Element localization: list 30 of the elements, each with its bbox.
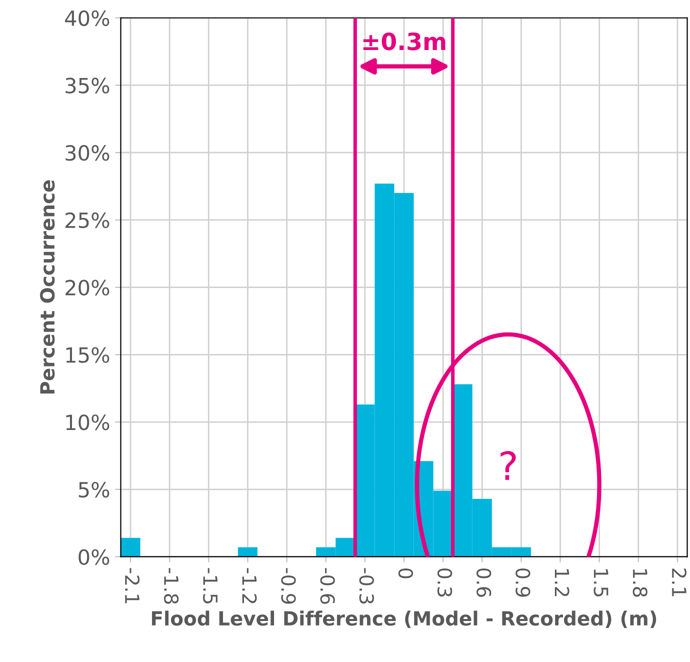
x-tick-label: -2.1	[125, 568, 140, 604]
y-tick-label: 10%	[66, 414, 110, 430]
x-tick-label: -0.6	[320, 568, 335, 604]
x-axis-title: Flood Level Difference (Model - Recorded) (m)	[152, 610, 656, 628]
y-tick-label: 15%	[66, 347, 110, 363]
bar	[238, 547, 258, 557]
y-tick-label: 5%	[78, 482, 110, 498]
x-tick-label: 0.3	[437, 568, 452, 597]
x-tick-label: 1.5	[594, 569, 608, 596]
bar	[120, 538, 140, 557]
x-tick-label: -1.8	[164, 568, 179, 604]
annotation: ?	[500, 451, 516, 480]
x-tick-label: -0.9	[281, 568, 296, 604]
y-tick-label: 25%	[66, 212, 110, 228]
annotation: ±0.3m	[363, 32, 446, 50]
x-tick-label: 0	[398, 568, 414, 578]
x-tick-label: 1.2	[554, 569, 570, 596]
y-tick-label: 35%	[66, 78, 110, 94]
x-tick-label: -1.2	[242, 568, 257, 604]
x-tick-label: -1.5	[203, 568, 218, 604]
x-tick-label: 2.1	[672, 568, 687, 596]
x-tick-label: -0.3	[359, 568, 374, 604]
y-tick-label: 20%	[66, 280, 110, 296]
x-tick-label: 0.9	[516, 568, 530, 597]
x-tick-label: 0.6	[476, 568, 492, 597]
y-tick-label: 0%	[78, 549, 110, 565]
y-tick-label: 30%	[66, 145, 110, 161]
y-tick-label: 40%	[65, 10, 110, 26]
y-axis-title: Percent Occurrence	[40, 180, 55, 394]
x-tick-label: 1.8	[632, 569, 648, 597]
